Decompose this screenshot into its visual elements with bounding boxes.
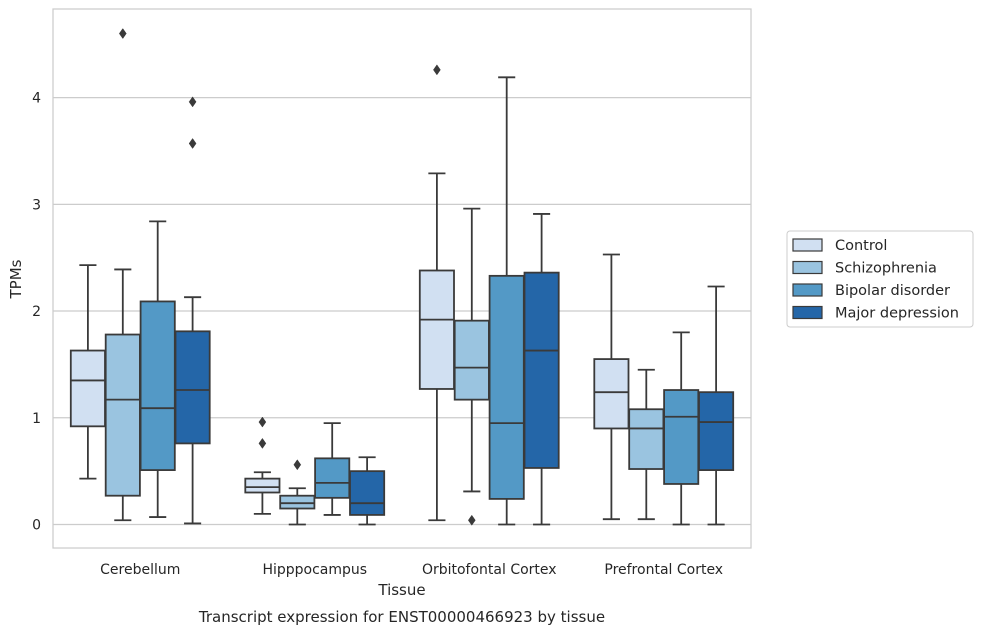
box-group: [69, 264, 106, 480]
box-group: [244, 416, 281, 515]
outlier-point: [258, 437, 267, 449]
x-tick-label: Hipppocampus: [262, 562, 367, 578]
y-tick-label: 3: [32, 197, 41, 213]
box: [488, 274, 525, 500]
box: [244, 477, 281, 494]
legend-swatch: [792, 260, 823, 275]
box: [174, 330, 211, 445]
outlier-point: [293, 459, 302, 471]
box: [663, 389, 700, 485]
legend: Control Schizophrenia Bipolar disorder Majo…: [786, 230, 974, 328]
box: [453, 319, 490, 401]
box-group: [488, 76, 525, 526]
legend-swatch: [792, 238, 823, 252]
x-tick-label: Orbitofontal Cortex: [422, 562, 557, 578]
box: [628, 408, 665, 470]
box: [139, 300, 176, 471]
y-axis-label: TPMs: [7, 259, 25, 299]
box-group: [174, 96, 211, 525]
outlier-point: [118, 28, 127, 39]
legend-swatch: [792, 283, 823, 297]
legend-frame: [786, 230, 974, 328]
chart-caption: Transcript expression for ENST0000046692…: [198, 608, 605, 626]
box-group: [418, 64, 455, 522]
box-group: [349, 456, 386, 526]
x-tick-labels: Cerebellum Hipppocampus Orbitofontal Corte…: [100, 562, 723, 578]
box-group: [628, 368, 665, 521]
x-tick-label: Cerebellum: [100, 562, 180, 578]
legend-label: Schizophrenia: [835, 261, 937, 277]
legend-label: Control: [835, 238, 887, 254]
box: [69, 349, 106, 428]
legend-label: Major depression: [835, 306, 959, 322]
box: [314, 457, 351, 499]
box-layer: [69, 28, 735, 526]
plot-frame: [52, 8, 752, 549]
box: [698, 391, 735, 471]
box-group: [663, 331, 700, 526]
box: [349, 470, 386, 516]
box: [523, 271, 560, 469]
box: [593, 358, 630, 430]
y-tick-label: 2: [32, 304, 41, 320]
x-axis-label: Tissue: [377, 581, 425, 599]
y-tick-labels: 0 1 2 3 4: [32, 91, 41, 534]
box-group: [698, 285, 735, 526]
outlier-point: [433, 64, 441, 76]
outlier-point: [467, 514, 476, 526]
box: [104, 333, 141, 497]
y-tick-label: 1: [32, 411, 41, 427]
x-tick-label: Prefrontal Cortex: [604, 562, 723, 578]
outlier-point: [258, 416, 267, 428]
outlier-point: [188, 138, 197, 149]
box-group: [104, 28, 141, 522]
box: [279, 494, 316, 510]
box: [418, 269, 455, 390]
box-group: [453, 207, 490, 526]
box-group: [523, 213, 560, 526]
box-group: [279, 459, 316, 526]
y-tick-label: 4: [32, 91, 41, 107]
box-group: [139, 220, 176, 518]
box-group: [593, 253, 630, 521]
legend-swatch: [792, 305, 823, 320]
legend-label: Bipolar disorder: [835, 283, 950, 299]
box-group: [314, 422, 351, 516]
y-tick-label: 0: [32, 518, 41, 534]
outlier-point: [188, 96, 197, 108]
